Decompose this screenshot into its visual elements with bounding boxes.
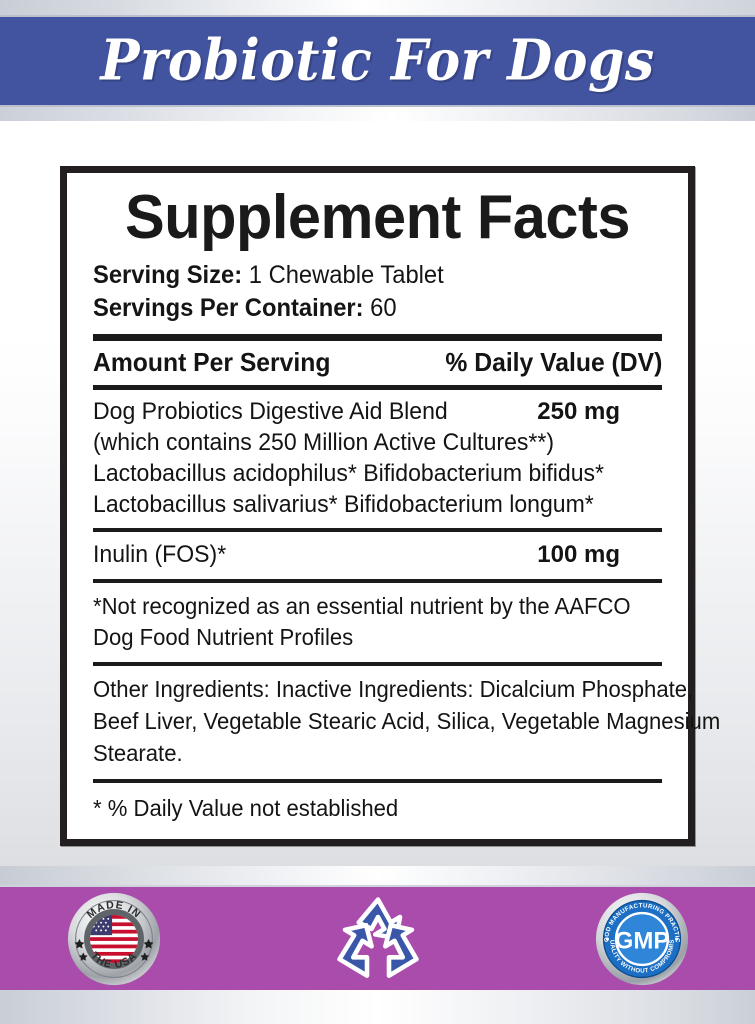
servings-per-container-label: Servings Per Container: <box>93 294 364 322</box>
supplement-facts-panel: Supplement Facts Serving Size: 1 Chewabl… <box>60 166 721 846</box>
top-silver-strip <box>0 0 755 15</box>
amount-per-serving-header: Amount Per Serving <box>93 347 331 377</box>
bottom-silver-strip <box>0 990 755 1024</box>
aafco-note: *Not recognized as an essential nutrient… <box>93 583 662 662</box>
gmp-center-text: GMP <box>614 927 669 954</box>
other-ingredients: Other Ingredients: Inactive Ingredients:… <box>93 666 721 779</box>
blend-name: Dog Probiotics Digestive Aid Blend <box>93 398 448 425</box>
daily-value-footnote: * % Daily Value not established <box>93 795 399 821</box>
daily-value-header: % Daily Value (DV) <box>445 347 662 377</box>
made-in-usa-bottom-text: THE USA <box>88 949 138 970</box>
serving-size-line: Serving Size: 1 Chewable Tablet <box>93 261 634 290</box>
product-title: Probiotic For Dogs <box>100 27 655 94</box>
rule-below-inulin <box>93 579 662 583</box>
made-in-usa-icon: MADE IN THE USA <box>66 891 162 987</box>
under-banner-silver-strip <box>0 107 755 121</box>
aafco-note-line-2: Dog Food Nutrient Profiles <box>93 624 354 650</box>
svg-text:THE USA: THE USA <box>88 949 139 970</box>
blend-subline-3: Lactobacillus salivarius* Bifidobacteriu… <box>93 491 594 518</box>
gmp-icon: GMP GOOD MANUFACTURING PRACTICE QUALITY … <box>594 891 690 987</box>
product-title-banner: Probiotic For Dogs <box>0 15 755 107</box>
blend-subline-1: (which contains 250 Million Active Cultu… <box>93 429 555 456</box>
rule-above-column-headers <box>93 334 662 341</box>
servings-per-container-value: 60 <box>370 294 397 322</box>
table-row-inulin: Inulin (FOS)* 100 mg <box>93 532 662 579</box>
recycle-icon <box>332 895 424 983</box>
blend-amount: 250 mg <box>537 398 620 425</box>
certification-badge-band: MADE IN THE USA <box>0 885 755 990</box>
above-purple-silver-strip <box>0 866 755 885</box>
servings-per-container-line: Servings Per Container: 60 <box>93 294 634 323</box>
rule-below-column-headers <box>93 385 662 390</box>
aafco-note-line-1: *Not recognized as an essential nutrient… <box>93 593 631 619</box>
blend-subline-2: Lactobacillus acidophilus* Bifidobacteri… <box>93 460 605 487</box>
rule-above-footnote <box>93 779 662 783</box>
serving-size-value: 1 Chewable Tablet <box>248 261 444 289</box>
inulin-name: Inulin (FOS)* <box>93 541 227 568</box>
column-header-row: Amount Per Serving % Daily Value (DV) <box>93 341 662 385</box>
rule-above-other-ingredients <box>93 662 662 666</box>
inulin-amount: 100 mg <box>537 541 620 568</box>
table-row-blend: Dog Probiotics Digestive Aid Blend 250 m… <box>93 390 662 528</box>
other-ingredients-line-3: Stearate. <box>93 740 183 766</box>
other-ingredients-line-2: Beef Liver, Vegetable Stearic Acid, Sili… <box>93 708 721 734</box>
serving-size-label: Serving Size: <box>93 261 243 289</box>
supplement-facts-title: Supplement Facts <box>125 183 630 252</box>
rule-above-inulin <box>93 528 662 532</box>
other-ingredients-line-1: Other Ingredients: Inactive Ingredients:… <box>93 676 694 702</box>
